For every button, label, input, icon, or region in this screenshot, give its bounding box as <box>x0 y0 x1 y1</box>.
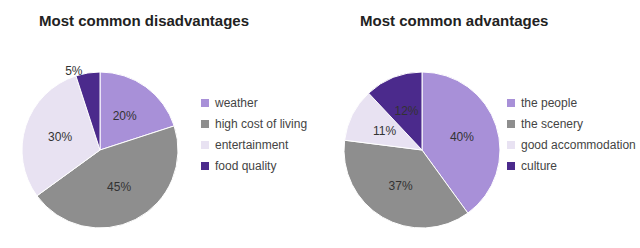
svg-text:12%: 12% <box>395 104 419 118</box>
svg-text:Most common advantages: Most common advantages <box>360 12 548 29</box>
svg-text:entertainment: entertainment <box>215 138 289 152</box>
svg-text:the scenery: the scenery <box>521 117 583 131</box>
svg-text:37%: 37% <box>389 179 413 193</box>
svg-text:30%: 30% <box>48 130 72 144</box>
svg-text:5%: 5% <box>65 64 83 78</box>
svg-text:11%: 11% <box>373 124 396 138</box>
svg-text:weather: weather <box>214 96 258 110</box>
svg-text:40%: 40% <box>450 130 474 144</box>
svg-text:the people: the people <box>521 96 577 110</box>
svg-text:good accommodation: good accommodation <box>521 138 636 152</box>
svg-text:Most common disadvantages: Most common disadvantages <box>39 12 249 29</box>
svg-text:20%: 20% <box>113 109 137 123</box>
svg-text:food quality: food quality <box>215 159 276 173</box>
svg-text:45%: 45% <box>107 180 131 194</box>
svg-text:culture: culture <box>521 159 557 173</box>
svg-text:high cost of living: high cost of living <box>215 117 307 131</box>
